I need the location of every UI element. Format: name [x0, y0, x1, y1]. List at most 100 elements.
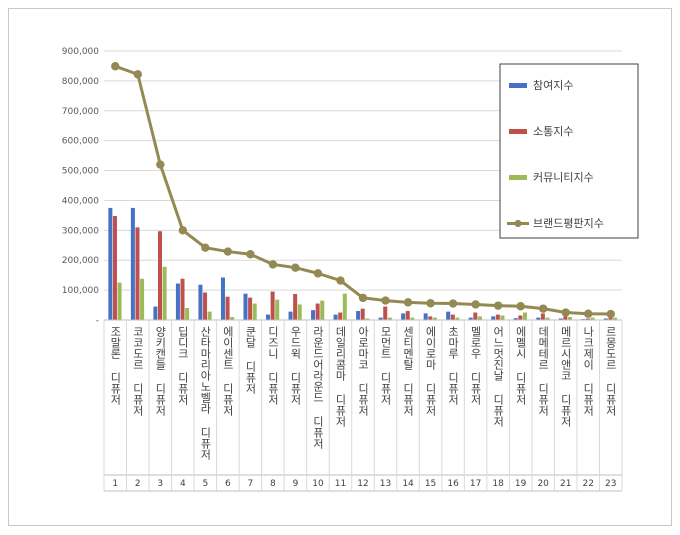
- bar: [175, 283, 180, 320]
- index-label: 20: [537, 479, 549, 489]
- index-label: 19: [515, 479, 527, 489]
- bar: [248, 297, 253, 320]
- bar: [320, 300, 325, 320]
- bar: [207, 311, 212, 320]
- y-tick-label: 500,000: [62, 167, 99, 177]
- index-label: 15: [425, 479, 436, 489]
- bar: [450, 314, 455, 320]
- line-point: [561, 308, 570, 317]
- index-label: 23: [605, 479, 616, 489]
- line-point: [584, 309, 593, 318]
- bar: [360, 308, 365, 320]
- line-point: [606, 309, 615, 319]
- bar: [473, 312, 478, 320]
- bar: [288, 311, 293, 320]
- brand-index-line: [111, 62, 615, 319]
- bar: [563, 316, 568, 320]
- bar: [203, 292, 208, 320]
- legend-swatch: [509, 83, 527, 88]
- bar: [558, 318, 563, 320]
- bar: [153, 306, 158, 320]
- category-label: 센티멘탈 디퓨저: [402, 326, 415, 416]
- line-point: [448, 299, 458, 308]
- line-point: [111, 62, 120, 71]
- bar: [140, 278, 145, 320]
- bar: [608, 317, 613, 320]
- bar: [225, 296, 230, 320]
- line-point: [223, 247, 233, 256]
- y-axis: - 100,000 200,000 300,000 400,000 500,000 600,…: [62, 47, 99, 326]
- bar: [613, 317, 618, 320]
- index-label: 9: [293, 479, 299, 489]
- legend-label: 커뮤니티지수: [533, 171, 594, 184]
- line-point: [403, 298, 413, 307]
- bar: [518, 315, 523, 320]
- bar: [108, 207, 113, 320]
- bar: [468, 317, 473, 320]
- category-label: 양키캔들 디퓨저: [154, 326, 167, 416]
- category-label: 모먼트 디퓨저: [379, 326, 392, 405]
- y-tick-label: 100,000: [62, 286, 99, 296]
- line-point: [313, 269, 323, 278]
- bar: [338, 312, 343, 320]
- bar: [112, 215, 117, 320]
- bar: [540, 313, 545, 320]
- category-label: 조말론 디퓨저: [109, 326, 122, 405]
- category-label: 쿤달 디퓨저: [244, 326, 257, 394]
- category-label: 디즈니 디퓨저: [266, 326, 279, 405]
- index-label: 17: [470, 479, 481, 489]
- bar: [117, 282, 122, 320]
- bar: [387, 317, 392, 320]
- bar: [432, 317, 437, 320]
- line-point: [336, 276, 345, 285]
- index-label: 12: [357, 479, 368, 489]
- legend-box: [499, 63, 639, 239]
- index-label: 3: [157, 479, 163, 489]
- bar: [297, 304, 302, 320]
- bar: [135, 227, 140, 320]
- index-label: 11: [335, 479, 346, 489]
- y-tick-label: 400,000: [62, 196, 99, 206]
- legend-swatch: [509, 129, 527, 134]
- index-label: 14: [402, 479, 414, 489]
- bar: [401, 313, 406, 320]
- category-label: 라운드어라운드 디퓨저: [311, 326, 324, 449]
- category-label: 멜로우 디퓨저: [469, 326, 482, 405]
- category-label: 에이센트 디퓨저: [221, 326, 234, 416]
- y-tick-label: 800,000: [62, 77, 99, 87]
- bar: [545, 317, 550, 320]
- y-tick-label: 300,000: [62, 226, 99, 236]
- category-label: 산타마리아노벨라 디퓨저: [199, 326, 212, 460]
- bar: [275, 299, 280, 320]
- bar: [342, 293, 347, 320]
- index-label: 5: [202, 479, 208, 489]
- index-label: 22: [582, 479, 593, 489]
- bar: [252, 303, 257, 320]
- category-label: 데메테르 디퓨저: [537, 326, 550, 416]
- category-label: 메르시앤코 디퓨저: [559, 326, 572, 427]
- line-point: [516, 302, 525, 311]
- line-point: [471, 300, 480, 309]
- bar: [603, 318, 608, 320]
- bar: [585, 318, 590, 320]
- index-label: 8: [270, 479, 276, 489]
- bar: [446, 311, 451, 320]
- legend-swatch: [509, 175, 527, 180]
- index-label: 6: [225, 479, 231, 489]
- line-point: [493, 301, 503, 310]
- bar: [428, 316, 433, 320]
- index-label: 21: [560, 479, 571, 489]
- line-point: [381, 296, 390, 305]
- line-point: [156, 160, 165, 169]
- bar: [185, 308, 190, 320]
- bar: [198, 284, 203, 320]
- line-point: [358, 293, 368, 303]
- bar: [230, 317, 235, 320]
- category-label: 어느멋진날 디퓨저: [492, 326, 505, 427]
- bar: [423, 313, 428, 320]
- line-point: [178, 226, 188, 235]
- chart-frame: - 100,000 200,000 300,000 400,000 500,000 600,…: [8, 8, 672, 526]
- bar: [311, 310, 316, 320]
- index-label: 2: [135, 479, 141, 489]
